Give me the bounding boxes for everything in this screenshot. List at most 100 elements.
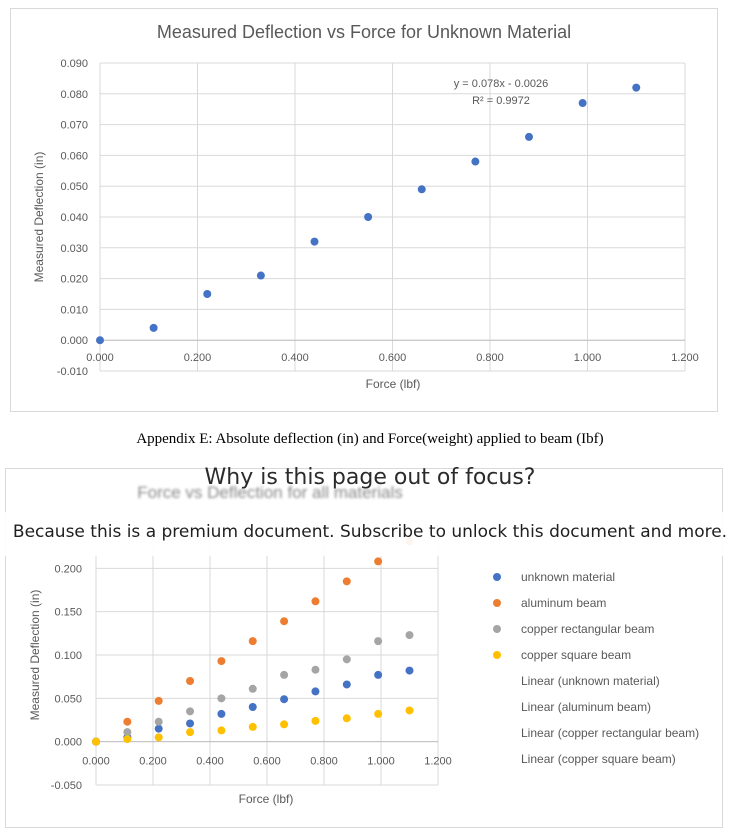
chart1-data-point [96, 336, 104, 345]
chart2-data-point [154, 724, 163, 733]
chart1-xtick-label: 0.200 [184, 352, 212, 364]
chart2-data-point [342, 680, 351, 689]
chart1-xtick-label: 0.400 [281, 352, 309, 364]
chart1-xtick-label: 0.000 [86, 352, 114, 364]
chart1-data-point [310, 237, 319, 246]
chart2-data-point [405, 631, 414, 640]
chart2-data-point [186, 707, 195, 716]
chart1-ytick-label: 0.020 [60, 274, 88, 286]
chart2-data-point [280, 695, 289, 704]
chart2-xtick-label: 0.200 [139, 756, 167, 768]
chart2-legend-label: aluminum beam [521, 596, 606, 610]
chart2-legend-label: unknown material [521, 570, 615, 584]
chart2-data-point [374, 557, 383, 566]
chart2-xtick-label: 0.400 [196, 756, 224, 768]
chart1-y-axis-label: Measured Deflection (in) [32, 152, 46, 283]
chart2-data-point [217, 694, 226, 703]
premium-overlay-message: Because this is a premium document. Subs… [12, 522, 728, 542]
chart2-data-point [217, 726, 226, 735]
chart1-ytick-label: 0.050 [60, 181, 88, 193]
chart1-xtick-label: 0.600 [379, 352, 407, 364]
chart1-data-point [632, 83, 641, 92]
chart1-data-point [417, 185, 426, 194]
chart2-data-point [342, 577, 351, 586]
chart2-legend-marker [493, 625, 501, 633]
chart1-ytick-label: 0.060 [60, 150, 88, 162]
chart1-ytick-label: 0.080 [60, 89, 88, 101]
premium-overlay-title: Why is this page out of focus? [204, 465, 536, 490]
chart2-data-point [154, 696, 163, 705]
chart2-legend-linear-label: Linear (aluminum beam) [521, 700, 651, 714]
chart2-data-point [248, 684, 257, 693]
chart1-xtick-label: 1.200 [671, 352, 699, 364]
chart2-legend-label: copper rectangular beam [521, 622, 654, 636]
chart1-data-point [471, 157, 480, 166]
chart1-data-point [203, 290, 212, 298]
chart2-data-point [374, 670, 383, 679]
chart1-ytick-label: 0.030 [60, 243, 88, 255]
chart1-trendline-equation: y = 0.078x - 0.0026 [454, 78, 548, 90]
chart1-data-point [149, 323, 158, 332]
chart2-legend-linear-label: Linear (unknown material) [521, 674, 660, 688]
chart2-data-point [186, 728, 195, 737]
chart2-ytick-label: 0.050 [54, 693, 82, 705]
chart-panel-unknown-material [10, 8, 718, 412]
chart2-data-point [154, 717, 163, 726]
chart1-title: Measured Deflection vs Force for Unknown… [157, 22, 571, 42]
premium-overlay-band [0, 512, 740, 556]
appendix-caption: Appendix E: Absolute deflection (in) and… [136, 431, 604, 447]
chart1-xtick-label: 0.800 [476, 352, 504, 364]
chart2-y-axis-label: Measured Deflection (in) [28, 590, 42, 721]
chart2-title: Force vs Deflection for all materials [137, 483, 403, 502]
chart2-data-point [374, 709, 383, 718]
chart2-data-point [123, 717, 132, 726]
chart2-data-point [248, 637, 257, 646]
chart2-legend-linear-label: Linear (copper square beam) [521, 752, 676, 766]
chart2-ytick-label: 0.000 [54, 737, 82, 749]
chart1-xtick-label: 1.000 [574, 352, 602, 364]
chart2-data-point [311, 716, 320, 725]
chart2-xtick-label: 0.800 [310, 756, 338, 768]
chart2-x-axis-label: Force (lbf) [239, 792, 294, 806]
chart1-ytick-label: 0.000 [60, 335, 88, 347]
chart2-legend-marker [493, 651, 501, 659]
chart2-xtick-label: 0.600 [253, 756, 281, 768]
chart1-ytick-label: -0.010 [57, 366, 88, 378]
chart2-data-point [186, 719, 195, 728]
chart2-data-point [280, 670, 289, 679]
chart1-ytick-label: 0.010 [60, 304, 88, 316]
chart2-ytick-label: 0.200 [54, 563, 82, 575]
chart2-xtick-label: 1.200 [424, 756, 452, 768]
chart2-legend-linear-label: Linear (copper rectangular beam) [521, 726, 699, 740]
chart1-ytick-label: 0.070 [60, 120, 88, 132]
chart2-data-point [280, 720, 289, 729]
chart1-data-point [525, 132, 533, 141]
chart2-legend-label: copper square beam [521, 648, 631, 662]
chart2-data-point [217, 657, 226, 666]
chart2-ytick-label: 0.150 [54, 607, 82, 619]
chart2-data-point [342, 714, 351, 723]
chart1-ytick-label: 0.090 [60, 58, 88, 70]
chart2-xtick-label: 0.000 [82, 756, 110, 768]
chart1-x-axis-label: Force (lbf) [366, 377, 421, 391]
chart2-data-point [311, 687, 320, 696]
chart2-data-point [280, 617, 289, 626]
chart2-data-point [92, 737, 100, 746]
chart2-xtick-label: 1.000 [367, 756, 395, 768]
chart2-data-point [186, 677, 195, 685]
chart2-legend-marker [493, 573, 501, 581]
chart2-data-point [154, 733, 163, 742]
chart2-data-point [311, 597, 320, 606]
chart2-data-point [311, 665, 320, 674]
chart2-data-point [374, 637, 383, 646]
chart2-data-point [217, 709, 226, 718]
chart2-ytick-label: 0.100 [54, 650, 82, 662]
chart1-data-point [256, 271, 265, 280]
chart2-data-point [248, 722, 257, 731]
chart2-data-point [405, 706, 414, 715]
chart1-ytick-label: 0.040 [60, 212, 88, 224]
chart2-data-point [123, 735, 132, 744]
chart1-data-point [364, 213, 373, 221]
chart2-ytick-label: -0.050 [51, 780, 82, 792]
